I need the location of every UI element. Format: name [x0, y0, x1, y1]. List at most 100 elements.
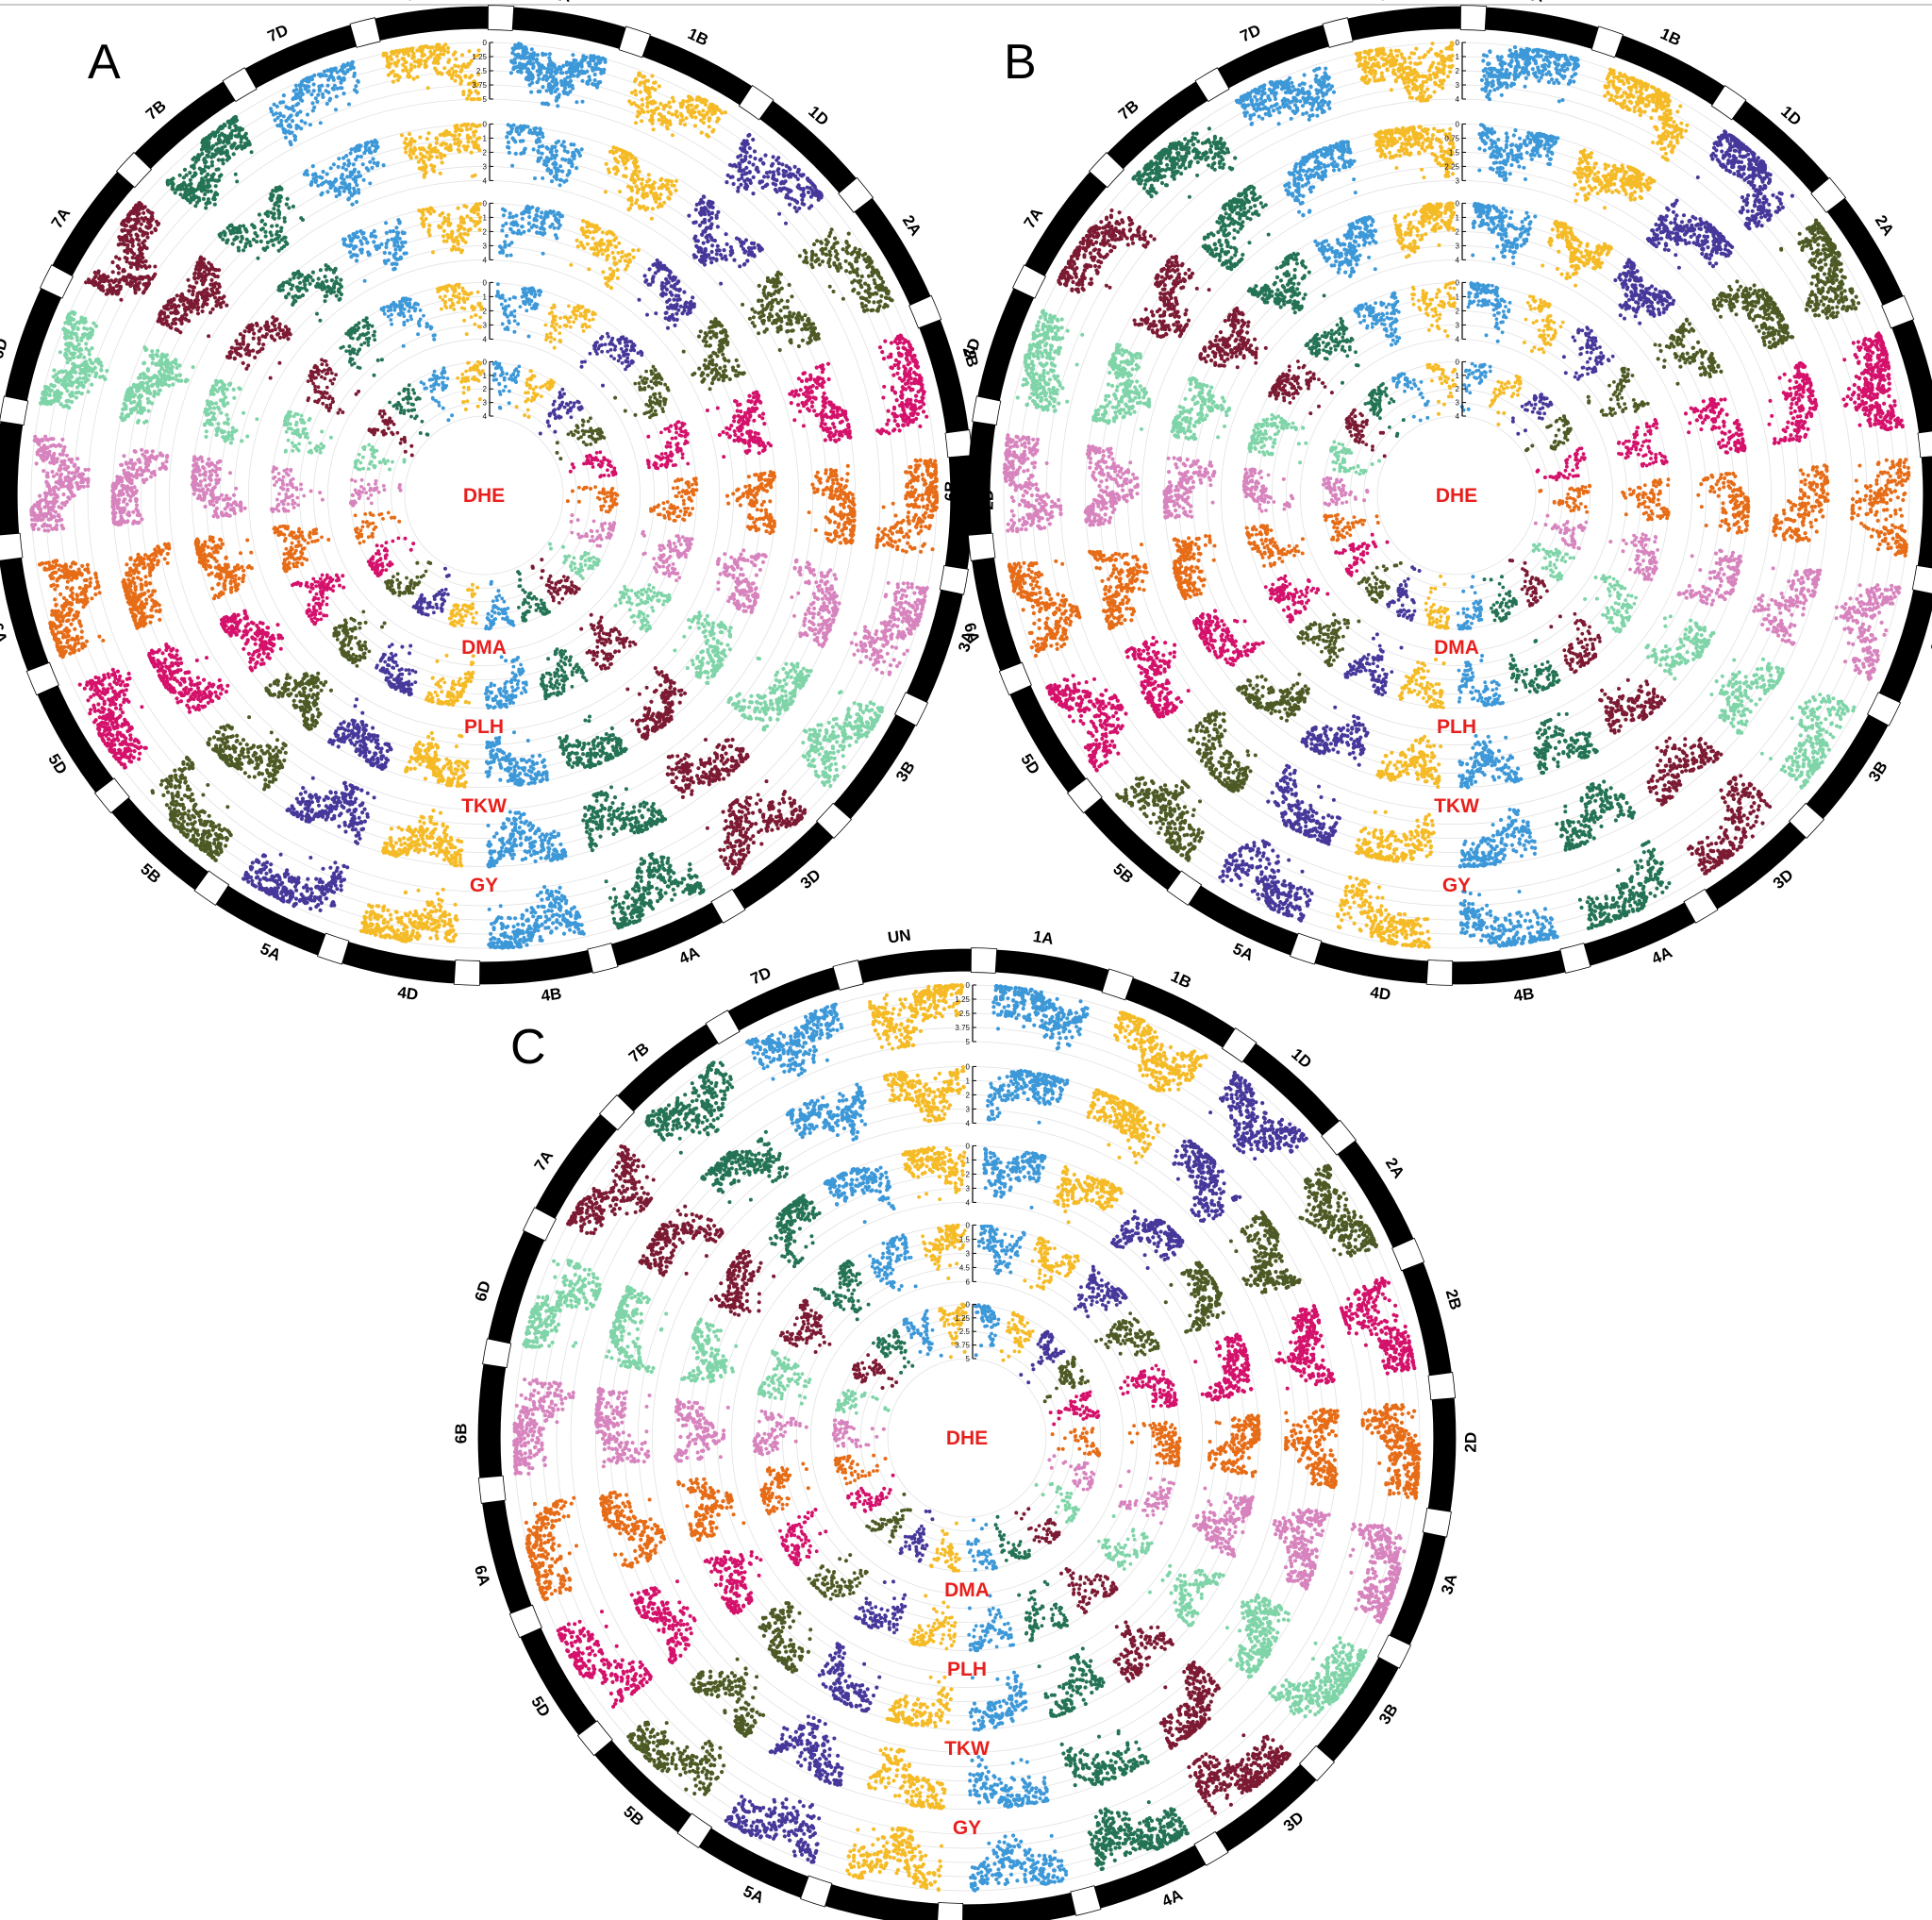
snp-point	[907, 510, 910, 514]
snp-point	[432, 905, 436, 909]
snp-point	[220, 850, 224, 854]
snp-point	[396, 928, 400, 932]
snp-point	[803, 729, 807, 733]
chromosome-label: 5D	[44, 751, 71, 778]
snp-point	[97, 635, 101, 639]
snp-point	[173, 769, 176, 773]
snp-point	[880, 655, 884, 659]
snp-point	[891, 374, 895, 377]
snp-point	[128, 733, 132, 737]
snp-point	[858, 248, 861, 252]
snp-point	[72, 597, 75, 601]
snp-point	[897, 366, 901, 370]
snp-point	[778, 813, 782, 817]
snp-point	[544, 78, 548, 82]
snp-point	[557, 95, 560, 99]
snp-point	[741, 835, 745, 839]
snp-point	[105, 726, 108, 729]
snp-point	[748, 155, 752, 159]
snp-point	[47, 453, 51, 457]
snp-point	[883, 340, 887, 343]
snp-point	[65, 619, 69, 623]
snp-point	[873, 651, 876, 655]
snp-point	[917, 598, 921, 602]
snp-point	[780, 162, 784, 166]
snp-point	[206, 840, 209, 843]
snp-point	[170, 778, 174, 782]
snp-point	[536, 928, 540, 932]
snp-point	[805, 260, 808, 264]
panel-letter: A	[88, 35, 121, 90]
snp-point	[119, 708, 123, 711]
snp-point	[88, 711, 92, 715]
snp-point	[492, 921, 496, 925]
snp-point	[798, 805, 802, 809]
snp-point	[896, 585, 900, 589]
snp-point	[647, 87, 651, 91]
snp-point	[193, 810, 197, 813]
snp-point	[39, 510, 42, 514]
snp-point	[264, 887, 268, 891]
snp-point	[509, 71, 513, 75]
snp-point	[525, 909, 528, 912]
snp-point	[912, 410, 916, 414]
snp-point	[52, 505, 56, 509]
snp-point	[665, 125, 669, 128]
snp-point	[930, 547, 934, 551]
snp-point	[339, 884, 342, 888]
snp-point	[758, 159, 762, 162]
snp-point	[165, 777, 169, 781]
snp-point	[93, 573, 97, 576]
snp-point	[876, 651, 880, 655]
snp-point	[430, 917, 434, 921]
snp-point	[581, 100, 585, 104]
snp-point	[64, 468, 68, 472]
snp-point	[118, 715, 122, 719]
snp-point	[386, 921, 390, 925]
snp-point	[646, 79, 650, 83]
snp-point	[750, 822, 754, 826]
snp-point	[668, 121, 672, 125]
snp-point	[127, 676, 131, 680]
snp-point	[66, 580, 70, 584]
snp-point	[170, 814, 174, 818]
snp-point	[889, 353, 892, 357]
snp-point	[441, 888, 445, 892]
snp-point	[910, 492, 914, 495]
snp-point	[319, 909, 323, 912]
snp-point	[875, 428, 879, 432]
snp-point	[103, 716, 107, 720]
snp-point	[44, 561, 48, 565]
snp-point	[636, 114, 640, 118]
snp-point	[640, 870, 643, 874]
snp-point	[208, 852, 212, 856]
snp-point	[399, 920, 403, 924]
snp-point	[664, 104, 668, 108]
snp-point	[35, 461, 39, 465]
snp-point	[892, 658, 896, 661]
snp-point	[516, 923, 520, 927]
snp-point	[766, 820, 770, 824]
snp-point	[814, 253, 818, 257]
snp-point	[923, 483, 926, 487]
snp-point	[583, 58, 587, 61]
snp-point	[802, 187, 806, 191]
snp-point	[809, 181, 813, 185]
snp-point	[524, 66, 527, 70]
snp-point	[127, 726, 131, 730]
snp-point	[879, 294, 883, 298]
snp-point	[340, 888, 343, 892]
snp-point	[646, 892, 650, 895]
snp-point	[537, 74, 541, 77]
snp-point	[308, 856, 312, 860]
snp-point	[907, 621, 910, 625]
snp-point	[658, 889, 662, 893]
snp-point	[882, 357, 886, 360]
snp-point	[689, 868, 692, 872]
snp-point	[89, 576, 92, 580]
snp-point	[588, 78, 591, 82]
snp-point	[79, 572, 83, 576]
snp-point	[933, 487, 937, 491]
snp-point	[454, 903, 458, 907]
snp-point	[902, 342, 906, 345]
